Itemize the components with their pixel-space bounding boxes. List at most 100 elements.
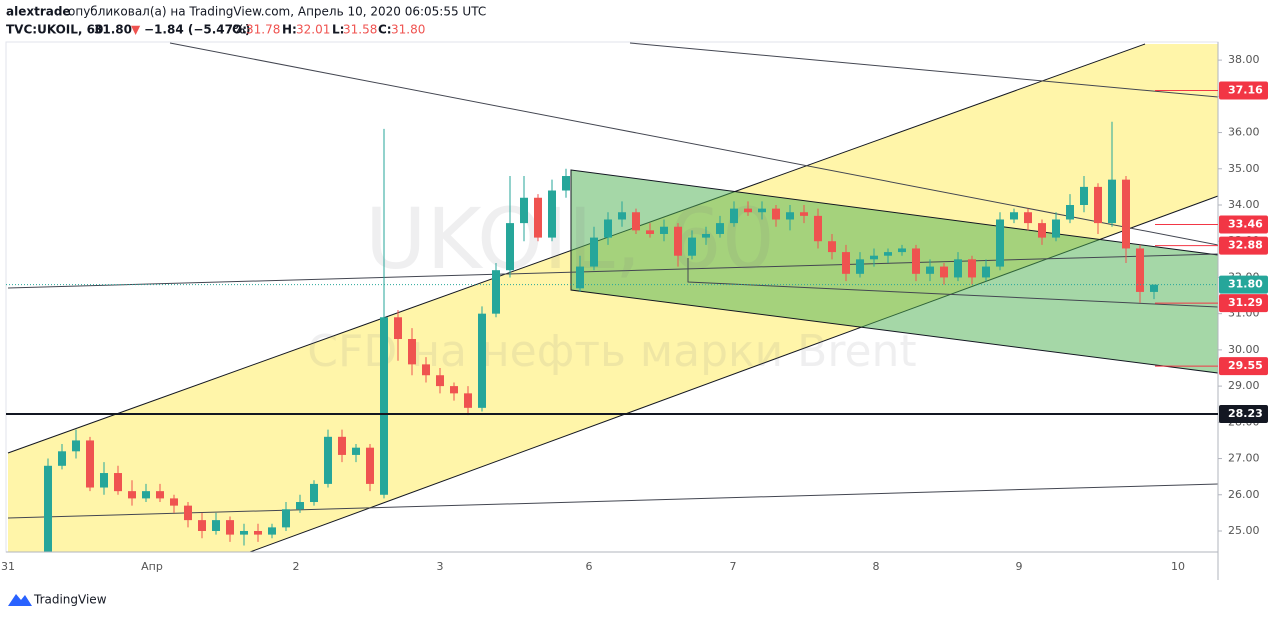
low: 31.58 — [343, 23, 377, 37]
candle-body — [478, 313, 486, 408]
candle-body — [814, 215, 822, 242]
candle-body — [996, 219, 1004, 267]
candle-body — [562, 176, 570, 191]
candle-body — [590, 237, 598, 267]
y-tick-label: 25.00 — [1228, 524, 1260, 537]
price-label-box — [1219, 236, 1268, 255]
candle-body — [198, 520, 206, 531]
candle-body — [72, 440, 80, 452]
candle-body — [842, 252, 850, 274]
candle-body — [1066, 204, 1074, 220]
y-tick-label: 35.00 — [1228, 162, 1260, 175]
candle-body — [520, 197, 528, 224]
candle-body — [422, 364, 430, 376]
price-label-box — [1219, 215, 1268, 234]
high: 32.01 — [296, 23, 330, 37]
yellow-channel — [8, 44, 1218, 552]
price-label-box — [1219, 275, 1268, 294]
candle-body — [674, 226, 682, 256]
y-tick-label: 27.00 — [1228, 452, 1260, 465]
price-label: 32.88 — [1228, 239, 1263, 252]
candle-body — [772, 208, 780, 220]
y-tick-label: 34.00 — [1228, 198, 1260, 211]
open-label: O: — [232, 23, 247, 37]
candle-body — [1094, 186, 1102, 224]
symbol-line: TVC:UKOIL, 60 31.80 ▼ −1.84 (−5.47%) O: … — [6, 23, 425, 37]
price-label: 29.55 — [1228, 359, 1263, 372]
candle-body — [1108, 179, 1116, 224]
open: 31.78 — [246, 23, 280, 37]
x-tick-label: 7 — [730, 560, 737, 573]
low-label: L: — [332, 23, 344, 37]
candle-body — [450, 386, 458, 394]
x-tick-label: 6 — [586, 560, 593, 573]
candle-body — [394, 317, 402, 340]
price-label: 33.46 — [1228, 218, 1263, 231]
candle-body — [268, 527, 276, 535]
candle-body — [100, 473, 108, 488]
price-label: 31.29 — [1228, 296, 1263, 309]
candle-body — [1122, 179, 1130, 249]
candle-body — [1038, 223, 1046, 238]
change: −1.84 (−5.47%) — [144, 23, 251, 37]
candle-body — [926, 266, 934, 274]
close: 31.80 — [391, 23, 425, 37]
plot: UKOIL, 60 CFD на нефть марки Brent — [7, 42, 1219, 553]
candle-body — [380, 317, 388, 495]
candle-body — [1136, 248, 1144, 292]
candle-body — [1150, 284, 1158, 292]
candle-body — [338, 436, 346, 455]
trend-line — [687, 258, 1219, 308]
candle-body — [366, 447, 374, 484]
price-label-box — [1219, 294, 1268, 313]
candle-body — [86, 440, 94, 488]
candle-body — [856, 259, 864, 274]
candle-body — [800, 212, 808, 216]
trend-line — [7, 483, 1219, 519]
candle-body — [44, 465, 52, 552]
footer: TradingView — [8, 593, 107, 607]
close-label: C: — [378, 23, 392, 37]
price-label: 37.16 — [1228, 84, 1263, 97]
candle-body — [1080, 186, 1088, 205]
x-tick-label: 9 — [1016, 560, 1023, 573]
candle-body — [660, 226, 668, 234]
candle-body — [758, 208, 766, 213]
candle-body — [240, 530, 248, 535]
candle-body — [128, 491, 136, 499]
trend-line — [7, 253, 1219, 289]
x-tick-label: 8 — [873, 560, 880, 573]
candle-body — [492, 270, 500, 314]
candle-body — [576, 266, 584, 289]
candle-body — [898, 248, 906, 253]
x-tick-label: 3 — [437, 560, 444, 573]
candle-body — [730, 208, 738, 224]
candle-body — [940, 266, 948, 278]
candle-body — [226, 520, 234, 535]
price-label-box — [1219, 404, 1268, 423]
candle-body — [884, 252, 892, 256]
price-label: 28.23 — [1228, 407, 1263, 420]
candle-body — [618, 212, 626, 220]
candle-body — [912, 248, 920, 274]
candle-body — [534, 197, 542, 238]
candle-body — [688, 237, 696, 256]
author: alextrade — [6, 5, 71, 19]
candle-body — [282, 509, 290, 528]
candle-body — [142, 491, 150, 499]
x-tick-label: 2 — [293, 560, 300, 573]
watermark-symbol: UKOIL, 60 — [365, 190, 775, 288]
logo — [8, 594, 32, 606]
candle-body — [58, 451, 66, 466]
y-tick-label: 36.00 — [1228, 126, 1260, 139]
price-label: 31.80 — [1228, 278, 1263, 291]
candle-body — [716, 223, 724, 234]
candle-body — [870, 255, 878, 260]
candle-body — [954, 259, 962, 278]
y-tick-label: 38.00 — [1228, 53, 1260, 66]
y-tick-label: 30.00 — [1228, 343, 1260, 356]
brand: TradingView — [33, 593, 107, 607]
price-label-box — [1219, 81, 1268, 100]
last-price: 31.80 — [94, 23, 132, 37]
candle-body — [310, 483, 318, 503]
